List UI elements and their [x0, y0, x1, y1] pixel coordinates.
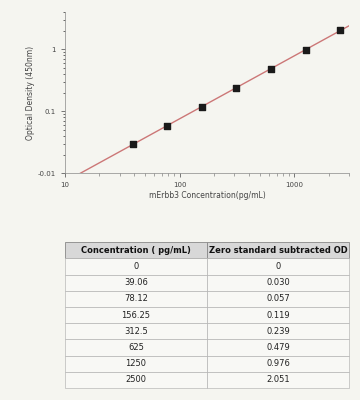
Point	[130, 140, 136, 147]
Y-axis label: Optical Density (450nm): Optical Density (450nm)	[26, 46, 35, 140]
Point	[337, 27, 343, 33]
Point	[165, 123, 170, 130]
Point	[199, 103, 205, 110]
X-axis label: mErbb3 Concentration(pg/mL): mErbb3 Concentration(pg/mL)	[149, 191, 265, 200]
Point	[234, 84, 239, 91]
Point	[303, 47, 309, 53]
Point	[268, 66, 274, 72]
